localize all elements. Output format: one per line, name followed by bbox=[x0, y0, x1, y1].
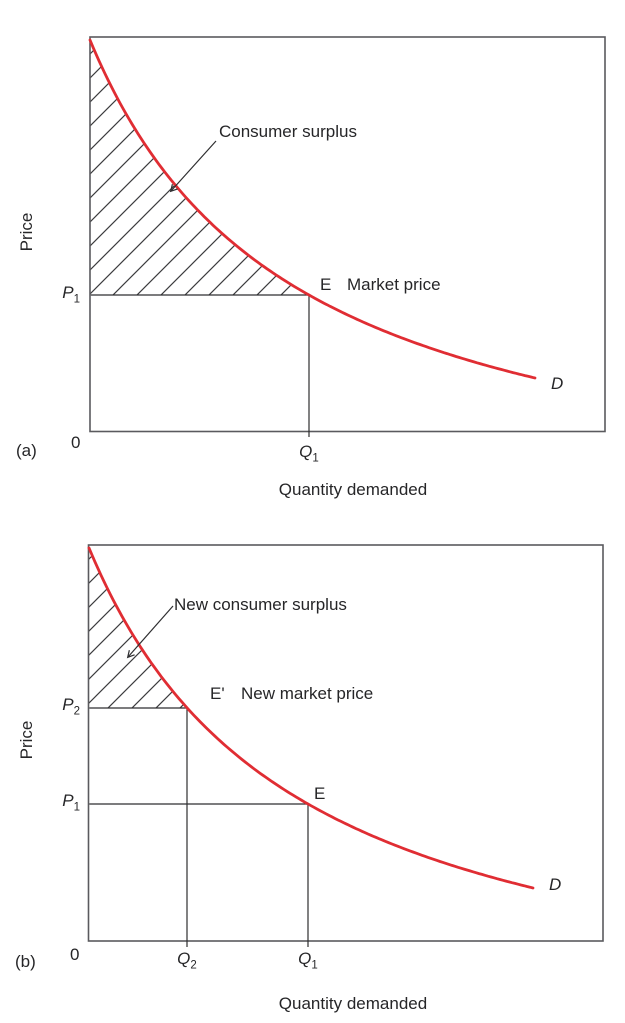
y-axis-label-b: Price bbox=[17, 720, 36, 760]
axis-box-a bbox=[89, 36, 606, 433]
x-axis-label-b: Quantity demanded bbox=[278, 994, 428, 1013]
quantity-q1-label-b: Q1 bbox=[298, 949, 318, 972]
panel-tag-a: (a) bbox=[16, 441, 37, 460]
annotation-arrow-a bbox=[169, 140, 217, 193]
consumer-surplus-hatch-area bbox=[90, 40, 309, 295]
consumer-surplus-annotation: Consumer surplus bbox=[219, 122, 357, 141]
origin-label-a: 0 bbox=[71, 433, 81, 452]
origin-label-b: 0 bbox=[70, 945, 80, 964]
price-quantity-guide-lines-p1q1 bbox=[89, 803, 309, 947]
new-market-price-caption: New market price bbox=[241, 684, 374, 703]
panel-tag-b: (b) bbox=[15, 952, 36, 971]
price-p1-label-b: P1 bbox=[62, 791, 80, 814]
quantity-q2-label-b: Q2 bbox=[177, 949, 197, 972]
annotation-arrow-b bbox=[126, 605, 174, 659]
y-axis-label-a: Price bbox=[17, 212, 36, 252]
axis-box-b bbox=[87, 544, 604, 942]
price-p2-label-b: P2 bbox=[62, 695, 80, 718]
market-price-caption: Market price bbox=[347, 275, 441, 294]
equilibrium-point-label-a: E bbox=[320, 275, 332, 294]
demand-curve-a bbox=[88, 38, 537, 380]
demand-curve-label-a: D bbox=[551, 374, 564, 393]
new-equilibrium-point-label-b: E' bbox=[210, 684, 225, 703]
demand-curve-label-b: D bbox=[549, 875, 562, 894]
new-consumer-surplus-hatch-area bbox=[89, 547, 187, 708]
price-quantity-guide-lines-a bbox=[90, 294, 310, 437]
new-consumer-surplus-annotation: New consumer surplus bbox=[174, 595, 347, 614]
price-quantity-guide-lines-p2q2 bbox=[89, 707, 188, 947]
demand-curve-b bbox=[87, 546, 535, 890]
equilibrium-point-label-b: E bbox=[314, 784, 326, 803]
price-p1-label-a: P1 bbox=[62, 283, 80, 306]
x-axis-label-a: Quantity demanded bbox=[278, 480, 428, 499]
quantity-q1-label-a: Q1 bbox=[299, 442, 319, 465]
panel-a bbox=[88, 36, 606, 437]
panel-b bbox=[87, 544, 604, 947]
